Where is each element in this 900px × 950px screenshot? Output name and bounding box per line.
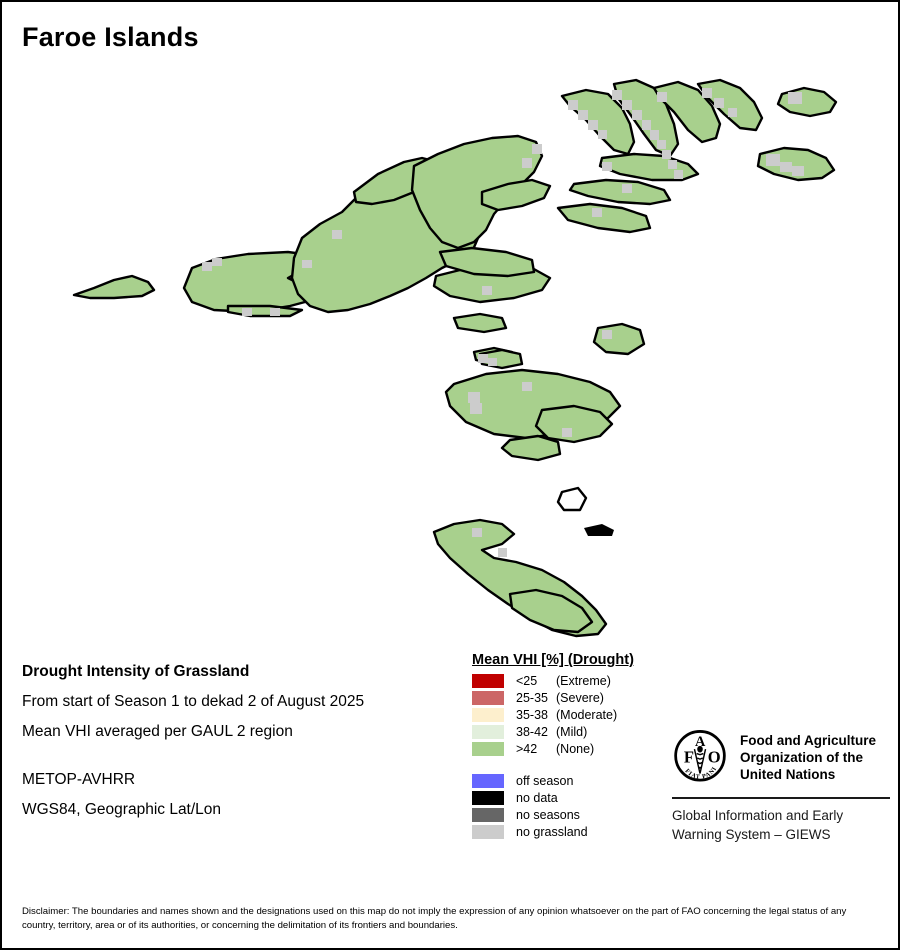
legend-swatch-moderate xyxy=(472,707,504,722)
meta-heading: Drought Intensity of Grassland xyxy=(22,663,250,680)
fao-logo-seed-icon xyxy=(697,745,703,753)
legend-label-no-seasons: no seasons xyxy=(516,807,580,822)
legend-item-severe[interactable]: 25-35 (Severe) xyxy=(472,689,672,706)
islet-central-a[interactable] xyxy=(452,312,508,334)
legend-range-severe: 25-35 xyxy=(516,690,548,705)
legend-range-mild: 38-42 xyxy=(516,724,548,739)
fao-logo-letter-o: O xyxy=(708,747,721,766)
islet-litla-dimun[interactable] xyxy=(584,524,614,536)
island-suduroy-south[interactable] xyxy=(508,588,594,634)
legend-swatch-no-data xyxy=(472,790,504,805)
legend-spacer xyxy=(472,757,672,772)
legend-category-none: (None) xyxy=(556,741,595,756)
legend-item-no-grassland[interactable]: no grassland xyxy=(472,823,672,840)
fao-logo-letter-f: F xyxy=(684,747,694,766)
island-mykines[interactable] xyxy=(72,274,156,300)
fao-org-line-3: United Nations xyxy=(740,767,836,782)
fao-org-line-2: Organization of the xyxy=(740,750,863,765)
legend-label-severe: 25-35 (Severe) xyxy=(516,691,604,705)
legend-swatch-none xyxy=(472,741,504,756)
giews-name: Global Information and Early Warning Sys… xyxy=(672,806,892,844)
giews-line-1: Global Information and Early xyxy=(672,808,844,823)
legend-label-none: >42 (None) xyxy=(516,742,594,756)
no-grassland-pixels xyxy=(202,88,804,557)
meta-projection: WGS84, Geographic Lat/Lon xyxy=(22,801,222,818)
fao-divider xyxy=(672,797,890,799)
page-title: Faroe Islands xyxy=(22,22,199,52)
legend-category-severe: (Severe) xyxy=(556,690,604,705)
legend-swatch-mild xyxy=(472,724,504,739)
meta-period: From start of Season 1 to dekad 2 of Aug… xyxy=(22,693,365,710)
fao-logo-letter-a: A xyxy=(695,734,706,750)
legend-swatch-extreme xyxy=(472,673,504,688)
legend-item-no-seasons[interactable]: no seasons xyxy=(472,806,672,823)
legend-label-no-grassland: no grassland xyxy=(516,824,588,839)
legend-range-moderate: 35-38 xyxy=(516,707,548,722)
legend-item-extreme[interactable]: <25 (Extreme) xyxy=(472,672,672,689)
fao-organization-name: Food and Agriculture Organization of the… xyxy=(740,727,876,783)
legend-label-off-season: off season xyxy=(516,773,574,788)
legend-item-no-data[interactable]: no data xyxy=(472,789,672,806)
legend-swatch-no-grassland xyxy=(472,824,504,839)
legend-label-mild: 38-42 (Mild) xyxy=(516,725,587,739)
meta-sensor: METOP-AVHRR xyxy=(22,771,136,788)
legend-swatch-off-season xyxy=(472,773,504,788)
legend-swatch-severe xyxy=(472,690,504,705)
legend-label-moderate: 35-38 (Moderate) xyxy=(516,708,617,722)
map-svg xyxy=(2,62,898,642)
legend-category-moderate: (Moderate) xyxy=(556,707,618,722)
island-eysturoy-south[interactable] xyxy=(438,246,536,278)
legend: Mean VHI [%] (Drought) <25 (Extreme) 25-… xyxy=(472,652,672,840)
legend-title: Mean VHI [%] (Drought) xyxy=(472,652,634,668)
legend-label-extreme: <25 (Extreme) xyxy=(516,674,611,688)
map-metadata: Drought Intensity of Grassland From star… xyxy=(22,657,452,825)
legend-item-none[interactable]: >42 (None) xyxy=(472,740,672,757)
fao-logo-icon: F A O FIAT PANIS xyxy=(672,727,728,789)
islet-vagar-south[interactable] xyxy=(226,304,304,318)
legend-category-extreme: (Extreme) xyxy=(556,673,611,688)
legend-item-off-season[interactable]: off season xyxy=(472,772,672,789)
map-canvas[interactable] xyxy=(2,62,898,642)
island-northeast-branch-b[interactable] xyxy=(568,178,672,206)
legend-item-mild[interactable]: 38-42 (Mild) xyxy=(472,723,672,740)
fao-logo-wheat-icon xyxy=(693,748,707,774)
fao-branding: F A O FIAT PANIS xyxy=(672,727,892,844)
legend-swatch-no-seasons xyxy=(472,807,504,822)
islet-stora-dimun[interactable] xyxy=(556,486,588,512)
legend-range-none: >42 xyxy=(516,741,538,756)
legend-item-moderate[interactable]: 35-38 (Moderate) xyxy=(472,706,672,723)
island-sandoy-southeast[interactable] xyxy=(534,404,614,444)
legend-category-mild: (Mild) xyxy=(556,724,588,739)
legend-label-no-data: no data xyxy=(516,790,558,805)
legend-range-extreme: <25 xyxy=(516,673,538,688)
giews-line-2: Warning System – GIEWS xyxy=(672,827,831,842)
island-nolsoy-se[interactable] xyxy=(592,322,646,356)
meta-aggregation: Mean VHI averaged per GAUL 2 region xyxy=(22,723,293,740)
fao-logo-row: F A O FIAT PANIS xyxy=(672,727,892,789)
meta-spacer xyxy=(22,747,452,765)
island-eysturoy-spur[interactable] xyxy=(480,178,552,212)
disclaimer-text: Disclaimer: The boundaries and names sho… xyxy=(22,906,847,931)
island-skuvoy[interactable] xyxy=(500,434,562,462)
island-northeast-branch-c[interactable] xyxy=(556,202,652,234)
fao-org-line-1: Food and Agriculture xyxy=(740,733,876,748)
